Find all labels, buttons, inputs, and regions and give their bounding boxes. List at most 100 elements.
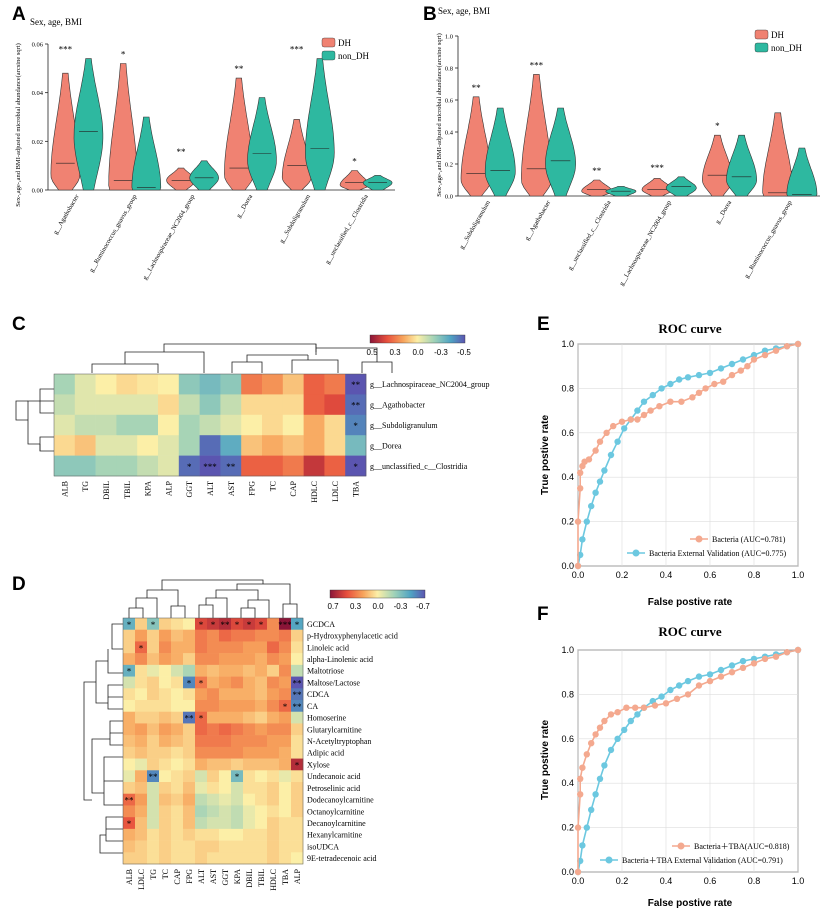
heatmap-border [122,617,304,865]
roc-point [739,664,747,671]
roc-point [592,731,599,738]
significance-label: *** [530,60,544,70]
heatmap-cell [291,700,304,713]
roc-point [640,704,648,711]
heatmap-cell [135,852,148,865]
heatmap-cell [267,805,280,818]
roc-point [728,360,736,368]
heatmap-cell [291,805,304,818]
roc-point [596,478,604,485]
heatmap-cell [159,735,172,748]
roc-point [695,673,703,680]
heatmap-cell [255,817,268,830]
heatmap-cell [207,664,220,677]
heatmap-cell [183,852,196,865]
heatmap-cell [123,641,136,654]
y-tick-label: 0.2 [561,517,574,527]
heatmap-cell [267,664,280,677]
violin-non-dh-0 [484,107,516,197]
heatmap-cell [54,455,76,477]
roc-point [588,502,595,510]
violin-dh-1 [521,74,552,197]
heatmap-cell [171,711,184,724]
roc-point [783,343,791,350]
legend-non-dh-label: non_DH [338,51,369,61]
heatmap-cell [199,394,221,416]
heatmap-cell [159,840,172,853]
heatmap-cell [267,629,280,642]
col-label: GGT [221,869,230,886]
heatmap-cell [291,758,304,771]
heatmap-cell [267,735,280,748]
roc-point [750,351,758,359]
roc-point [621,425,628,432]
heatmap-cell [147,746,160,759]
dendrogram-c [15,343,393,452]
heatmap-cell [195,618,208,631]
heatmap-cell [135,805,148,818]
heatmap-cell [135,664,148,677]
significance-star: ** [226,462,236,472]
chart-b-legend: DH non_DH [754,29,802,53]
heatmap-cell [267,828,280,841]
roc-point [627,416,634,423]
significance-star: * [259,620,264,630]
heatmap-cell [159,653,172,666]
heatmap-cell [291,629,304,642]
heatmap-cell [171,828,184,841]
roc-point [717,673,725,680]
heatmap-cell [116,394,138,416]
x-tick-label: g__Lachnospiraceae_NC2004_group [618,200,673,288]
col-label: TC [268,481,277,491]
heatmap-cell [324,394,346,416]
heatmap-cell [255,852,268,865]
legend-non-dh-swatch [321,50,336,61]
heatmap-cell [291,641,304,654]
colorbar-c [369,334,466,344]
heatmap-cell [207,817,220,830]
violin-dh-1 [108,63,138,191]
col-label: AST [227,481,236,496]
col-label: HDLC [310,481,319,503]
y-tick-label: 0.4 [561,778,574,788]
heatmap-cell [291,793,304,806]
roc-point [684,691,692,698]
heatmap-cell [324,374,346,395]
heatmap-cell [267,770,280,783]
heatmap-cell [255,711,268,724]
heatmap-cell [220,455,242,477]
heatmap-cell [303,455,325,477]
heatmap-cell [207,746,220,759]
heatmap-cell [158,394,180,416]
heatmap-cell [135,782,148,795]
heatmap-cell [219,618,232,631]
heatmap-cell [324,455,346,477]
heatmap-cell [74,414,96,436]
heatmap-cell [207,676,220,689]
heatmap-cell [219,793,232,806]
heatmap-cell [267,676,280,689]
roc-point [658,385,665,392]
roc-point [574,824,582,831]
heatmap-cell [183,653,196,666]
heatmap-cell [267,653,280,666]
heatmap-d: 0.7 0.3 0.0 -0.3 -0.7 * * * * ** * * * *** **** * *****… [83,579,430,891]
heatmap-cell [231,629,244,642]
heatmap-cell [137,394,159,416]
row-label: g__Subdoligranulum [370,421,438,430]
significance-star: ** [293,702,303,712]
heatmap-cell [195,746,208,759]
colorbar-c-ticks: 0.5 0.3 0.0 -0.3 -0.5 [366,348,471,357]
heatmap-cell [267,840,280,853]
heatmap-cell [147,817,160,830]
x-tick-label: g__Ruminococcus_gnavus_group [743,200,793,280]
row-label: Homoserine [307,714,347,723]
colorbar-tick: 0.3 [350,602,362,611]
row-label: Linoleic acid [307,643,349,652]
heatmap-cell [243,770,256,783]
heatmap-cell [195,840,208,853]
significance-star: * [199,678,204,688]
heatmap-cell [135,629,148,642]
chart-e-axes: 0.00.0 0.2 0.2 0.4 0.4 0.6 0.6 0.8 0.8 1.0 1.0 [561,339,804,580]
row-label: GCDCA [307,620,335,629]
